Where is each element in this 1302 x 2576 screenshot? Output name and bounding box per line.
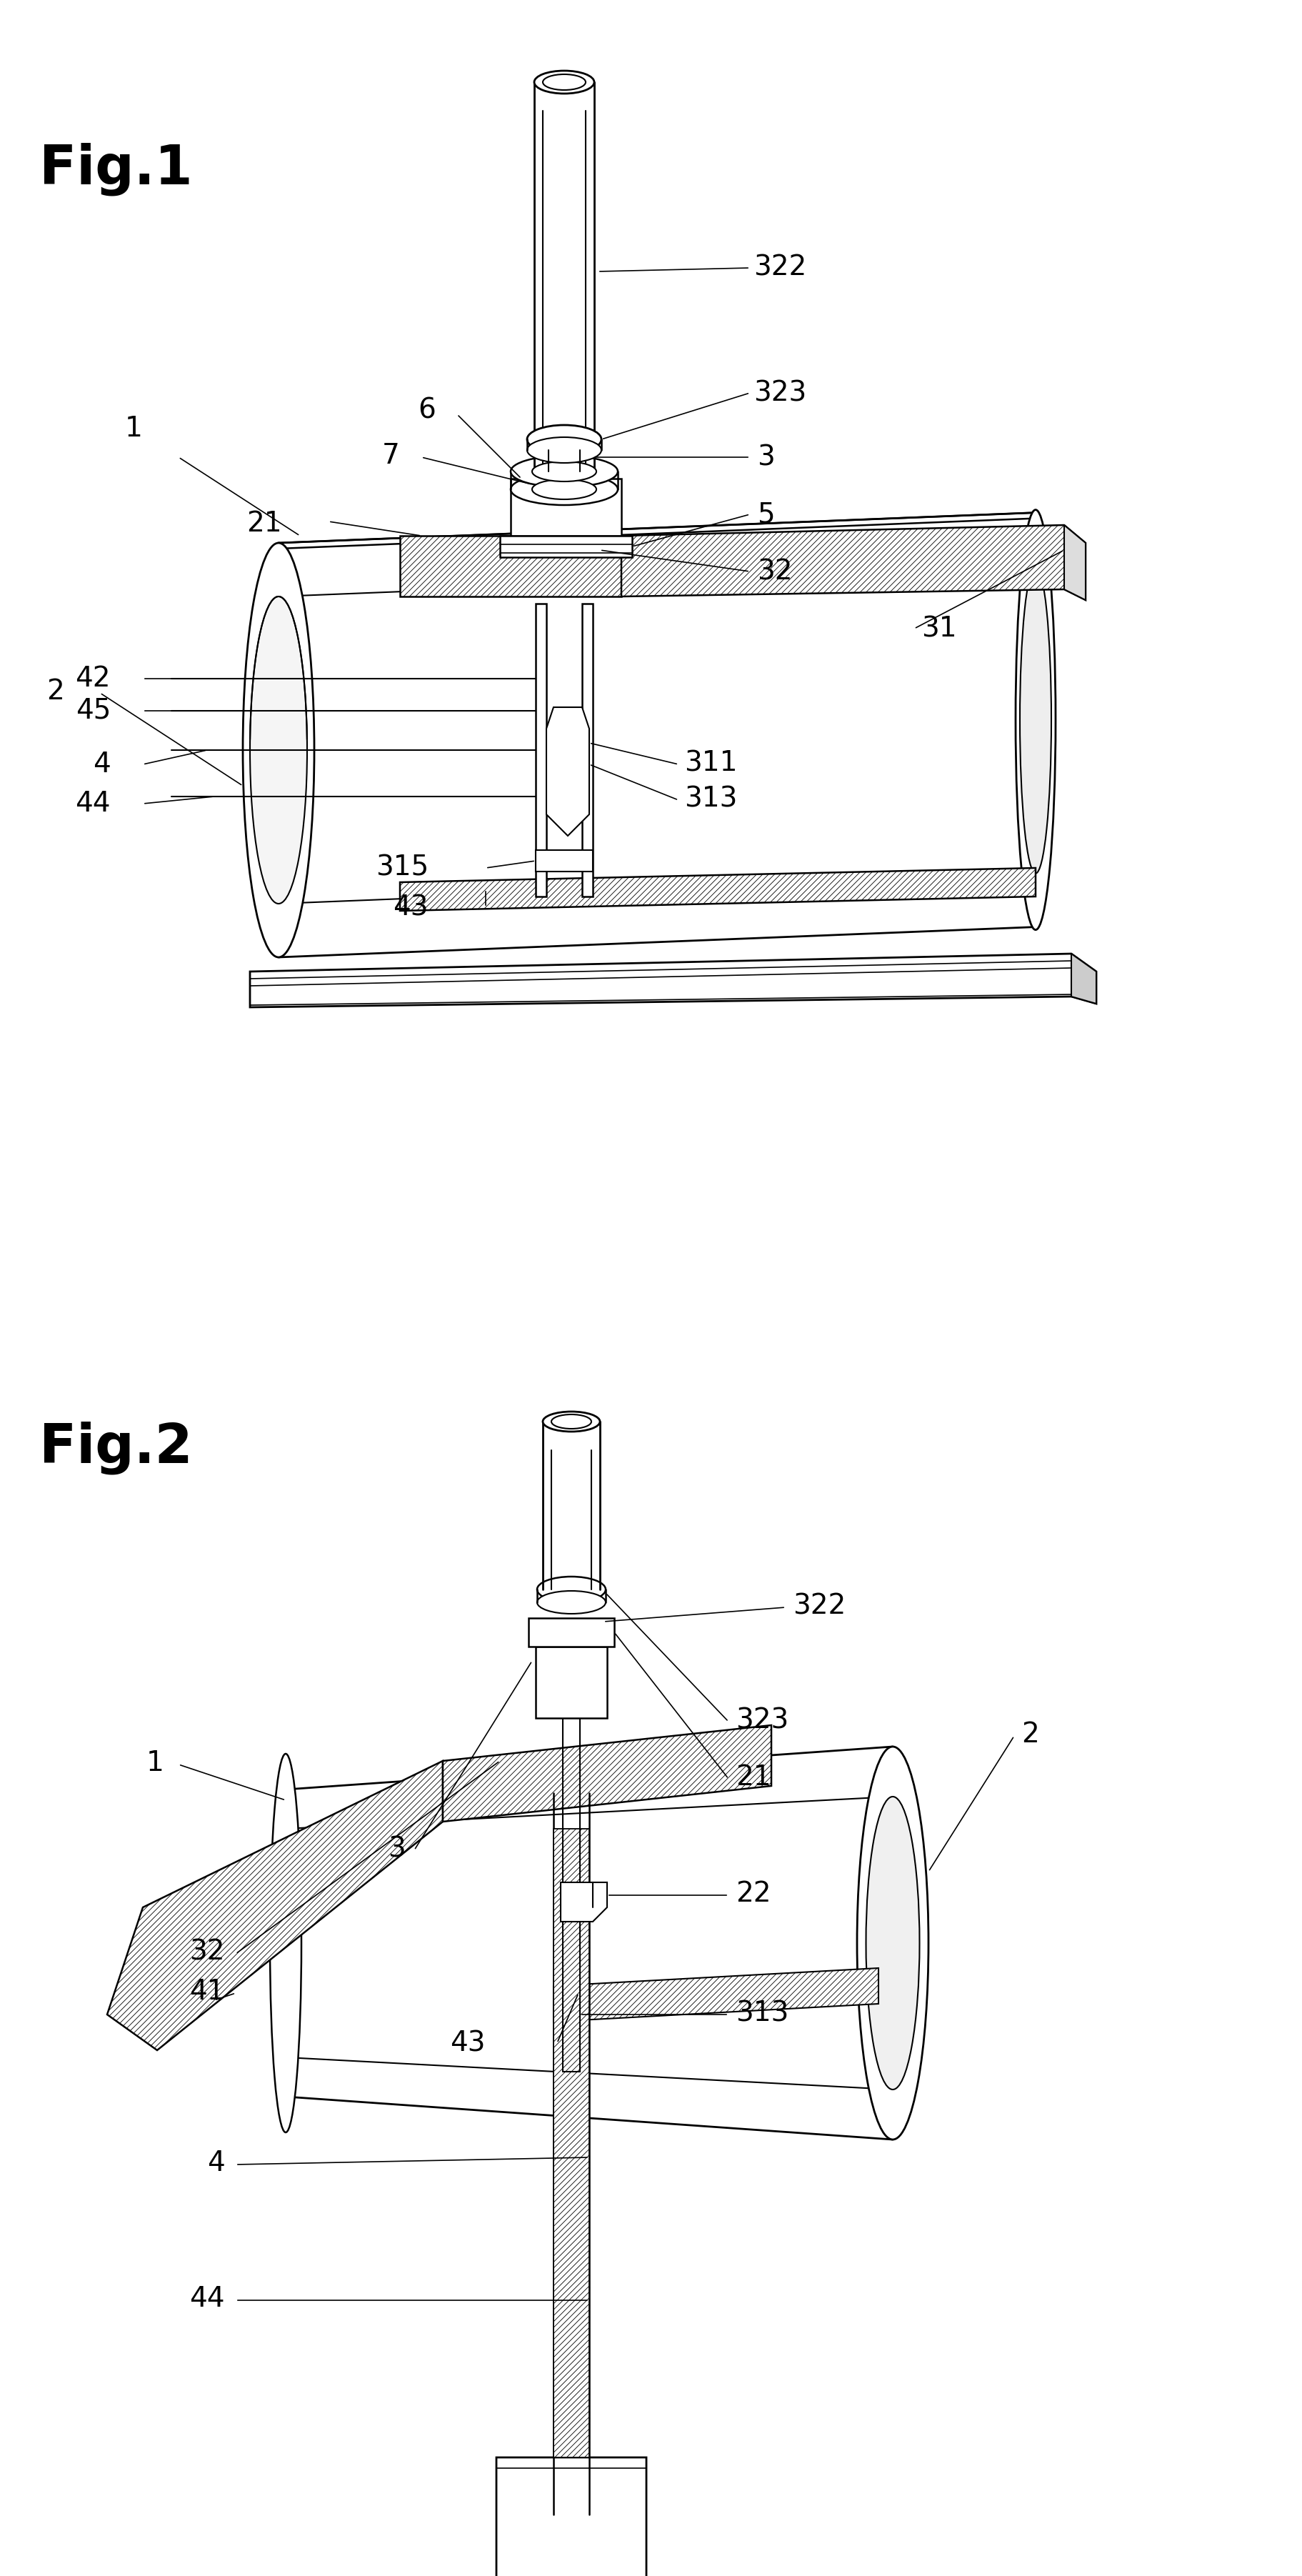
Ellipse shape [857,1747,928,2141]
Ellipse shape [534,70,594,93]
Text: 41: 41 [190,1978,225,2004]
Text: 322: 322 [754,255,806,281]
Text: 32: 32 [756,559,793,585]
Polygon shape [553,1968,879,2022]
Text: 42: 42 [76,665,111,693]
Ellipse shape [1016,510,1056,930]
Ellipse shape [533,479,596,500]
Text: 1: 1 [125,415,143,443]
Ellipse shape [510,456,617,487]
Polygon shape [496,2458,646,2576]
Text: 4: 4 [207,2148,225,2177]
Text: 43: 43 [393,894,428,920]
Text: 4: 4 [92,750,111,778]
Ellipse shape [543,75,586,90]
Text: Fig.1: Fig.1 [39,142,193,196]
Text: 22: 22 [736,1880,771,1906]
Text: 323: 323 [736,1708,789,1734]
Polygon shape [535,850,592,871]
Text: 313: 313 [736,1999,789,2027]
Text: 31: 31 [922,616,957,641]
Polygon shape [1064,526,1086,600]
Text: 44: 44 [190,2285,225,2313]
Polygon shape [535,603,547,896]
Ellipse shape [270,1754,301,2133]
Ellipse shape [1019,567,1051,873]
Ellipse shape [551,1414,591,1430]
Text: 32: 32 [190,1940,225,1965]
Ellipse shape [538,1592,605,1613]
Ellipse shape [250,598,307,904]
Ellipse shape [510,474,617,505]
Polygon shape [535,1646,607,1718]
Polygon shape [400,536,621,598]
Text: 2: 2 [47,677,64,706]
Ellipse shape [543,1412,600,1432]
Text: 21: 21 [736,1765,771,1790]
Text: 1: 1 [147,1749,164,1777]
Polygon shape [1072,953,1096,1005]
Text: 322: 322 [793,1592,846,1620]
Polygon shape [561,1883,607,1922]
Text: 43: 43 [450,2030,486,2056]
Text: 45: 45 [76,698,111,724]
Polygon shape [443,1726,771,1821]
Ellipse shape [527,438,602,464]
Text: 3: 3 [388,1834,406,1862]
Polygon shape [250,953,1096,1007]
Ellipse shape [527,425,602,453]
Text: Fig.2: Fig.2 [39,1422,193,1476]
Polygon shape [547,708,590,835]
Polygon shape [621,526,1086,600]
Text: 7: 7 [383,443,400,469]
Ellipse shape [538,1577,605,1602]
Ellipse shape [243,544,314,958]
Polygon shape [107,1762,443,2050]
Text: 2: 2 [1021,1721,1039,1749]
Polygon shape [279,513,1035,549]
Text: 44: 44 [76,791,111,817]
Text: 311: 311 [685,750,737,775]
Ellipse shape [533,461,596,482]
Text: 323: 323 [754,379,806,407]
Polygon shape [582,603,592,896]
Text: 315: 315 [375,855,428,881]
Text: 313: 313 [685,786,737,811]
Polygon shape [529,1618,615,1646]
Text: 21: 21 [246,510,283,538]
Text: 6: 6 [418,397,436,425]
Polygon shape [500,536,631,556]
Ellipse shape [866,1795,919,2089]
Polygon shape [400,868,1035,912]
Text: 3: 3 [756,443,775,471]
Polygon shape [553,1829,590,2458]
Text: 5: 5 [756,500,775,528]
Polygon shape [510,479,621,536]
